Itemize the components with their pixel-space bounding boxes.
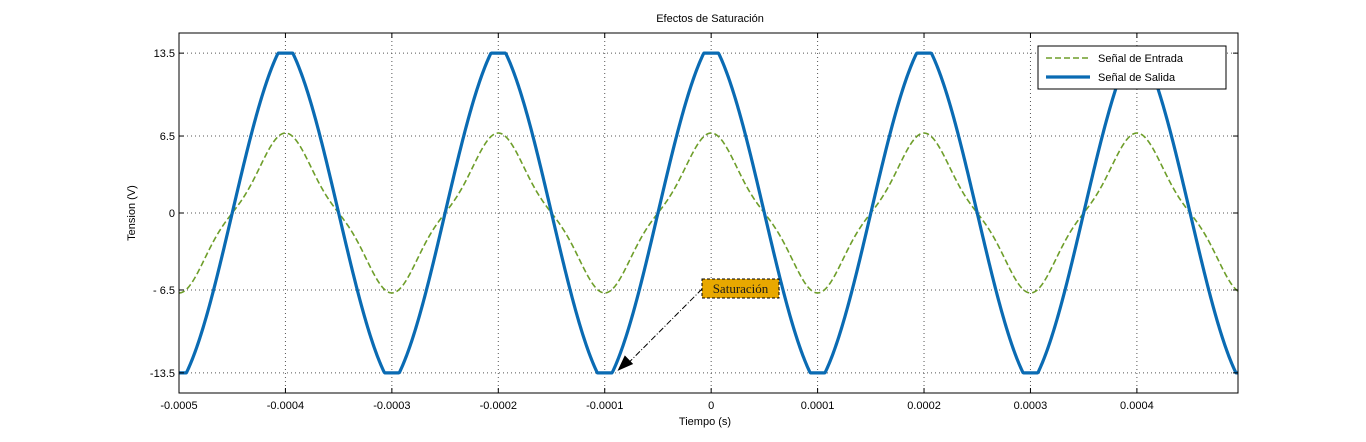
annotation-box — [701, 278, 780, 299]
y-tick-label: - 6.5 — [153, 285, 175, 297]
tick-labels: -0.0005 -0.0004 -0.0003 -0.0002 -0.0001 0 0.00… — [150, 33, 1238, 412]
legend-label-input: Señal de Entrada — [1098, 53, 1184, 65]
x-tick-label: 0 — [708, 400, 714, 412]
x-tick-label: 0.0001 — [801, 400, 835, 412]
x-axis-label: Tiempo (s) — [679, 416, 731, 428]
y-tick-label: 13.5 — [154, 48, 175, 60]
y-axis-label: Tension (V) — [126, 185, 138, 241]
series-layer — [178, 51, 1239, 375]
y-tick-label: 6.5 — [160, 131, 175, 143]
y-tick-label: 0 — [169, 208, 175, 220]
legend-label-output: Señal de Salida — [1098, 72, 1176, 84]
x-tick-label: -0.0002 — [480, 400, 517, 412]
x-tick-label: -0.0004 — [267, 400, 304, 412]
x-tick-label: 0.0002 — [907, 400, 941, 412]
series-output-line — [178, 51, 1239, 375]
y-tick-label: -13.5 — [150, 368, 175, 380]
x-tick-label: -0.0005 — [160, 400, 197, 412]
annotation-arrowhead — [617, 355, 634, 371]
series-input-line — [178, 132, 1239, 294]
legend: Señal de Entrada Señal de Salida — [1037, 45, 1227, 90]
chart-title: Efectos de Saturación — [656, 13, 764, 25]
legend-box — [1037, 45, 1227, 90]
x-tick-label: -0.0003 — [373, 400, 410, 412]
annotation-arrow-line — [629, 288, 703, 363]
x-tick-label: 0.0003 — [1014, 400, 1048, 412]
annotation-text: Saturación — [713, 281, 769, 296]
grid — [179, 33, 1238, 393]
x-tick-label: -0.0001 — [586, 400, 623, 412]
x-tick-label: 0.0004 — [1120, 400, 1154, 412]
annotations: Saturación — [617, 278, 780, 371]
